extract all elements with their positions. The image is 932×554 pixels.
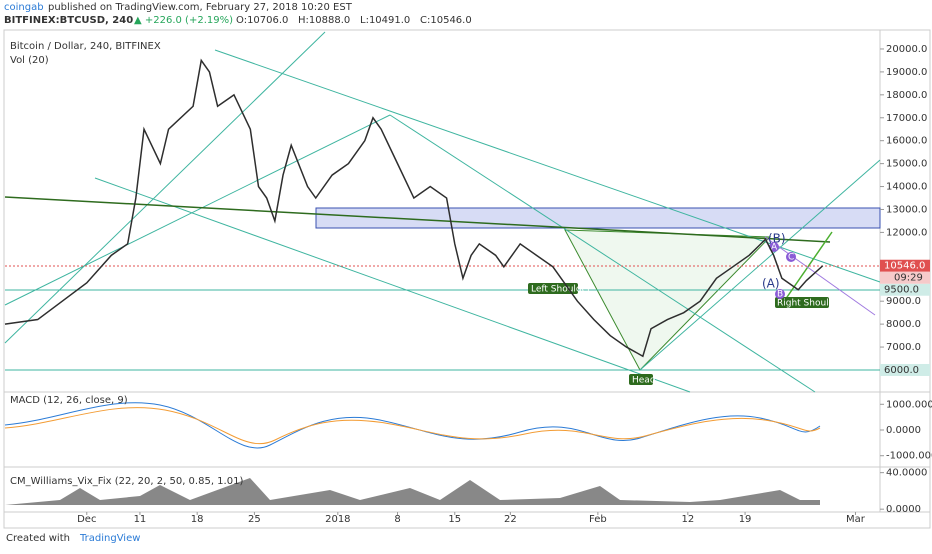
y-tick-label: 20000.0 [886, 44, 927, 55]
y-tick-label: 12000.0 [886, 227, 927, 238]
x-tick-label: Mar [846, 514, 866, 525]
symbol: BITFINEX:BTCUSD, 240 [4, 15, 133, 26]
annotation: (B) [768, 232, 786, 246]
x-tick-label: 18 [191, 514, 204, 525]
y-tick-label: 0.0000 [886, 425, 921, 436]
y-tick-label: 14000.0 [886, 182, 927, 193]
trend-lines [4, 31, 881, 393]
x-tick-label: Dec [77, 514, 96, 525]
y-tick-label: 19000.0 [886, 67, 927, 78]
y-tick-label: 15000.0 [886, 159, 927, 170]
head-triangle [564, 229, 772, 371]
wedge-line [764, 236, 876, 316]
countdown-box [880, 271, 930, 284]
change: ▲ +226.0 (+2.19%) [134, 15, 233, 26]
y-tick-label: -1000.0000 [886, 451, 932, 462]
annotation: Left Shoulder [531, 285, 591, 295]
price-tag [880, 259, 930, 272]
annotation-dot [786, 252, 796, 262]
annotation-dot [775, 289, 785, 299]
low: L:10491.0 [360, 15, 410, 26]
price-tag-label: 10546.0 [884, 261, 925, 272]
y-tick-label: 40.0000 [886, 468, 927, 479]
y-tick-label: 18000.0 [886, 90, 927, 101]
resistance-zone [315, 207, 881, 229]
breakout-line [784, 231, 833, 301]
y-tick-label: 16000.0 [886, 136, 927, 147]
x-tick-label: 19 [739, 514, 752, 525]
y-tick-label: 17000.0 [886, 113, 927, 124]
price-tag-label: 9500.0 [884, 285, 919, 296]
annotation: Right Shoulder [777, 299, 844, 309]
macd-title: MACD (12, 26, close, 9) [10, 395, 128, 406]
price-tag [880, 283, 930, 296]
open: O:10706.0 [236, 15, 288, 26]
frame [3, 29, 931, 529]
footer-text: Created with [6, 533, 70, 544]
close: C:10546.0 [420, 15, 472, 26]
footer-brand[interactable]: TradingView [79, 533, 140, 544]
y-tick-label: 9000.0 [886, 296, 921, 307]
x-tick-label: 8 [394, 514, 400, 525]
signal-line [4, 407, 821, 445]
chart-title: Bitcoin / Dollar, 240, BITFINEX [10, 41, 161, 52]
price-line [4, 58, 824, 358]
annotation: C [788, 253, 794, 263]
y-tick-label: 0.0000 [886, 504, 921, 515]
y-tick-label: 13000.0 [886, 204, 927, 215]
x-tick-label: Feb [589, 514, 607, 525]
x-tick-label: 11 [134, 514, 147, 525]
annotation-box [629, 374, 653, 385]
annotation: A [771, 243, 778, 253]
neckline [4, 196, 831, 243]
x-tick-label: 15 [448, 514, 461, 525]
annotation: Head [632, 376, 656, 386]
annotation: B [777, 290, 783, 300]
annotation: (A) [762, 277, 780, 291]
volume-label: Vol (20) [10, 55, 49, 66]
x-tick-label: 22 [504, 514, 517, 525]
author[interactable]: coingab [4, 2, 44, 13]
x-tick-label: 12 [681, 514, 694, 525]
y-tick-label: 1000.0000 [886, 399, 932, 410]
y-tick-label: 7000.0 [886, 342, 921, 353]
price-tag [880, 363, 930, 376]
x-tick-label: 2018 [325, 514, 350, 525]
price-tag-label: 6000.0 [884, 365, 919, 376]
macd-line [4, 402, 821, 449]
annotation-box [775, 297, 829, 308]
vix-title: CM_Williams_Vix_Fix (22, 20, 2, 50, 0.85… [10, 476, 243, 487]
countdown: 09:29 [894, 273, 923, 284]
vix-area [5, 478, 820, 505]
x-tick-label: 25 [248, 514, 261, 525]
high: H:10888.0 [298, 15, 350, 26]
published: published on TradingView.com, February 2… [48, 2, 353, 13]
y-tick-label: 8000.0 [886, 319, 921, 330]
